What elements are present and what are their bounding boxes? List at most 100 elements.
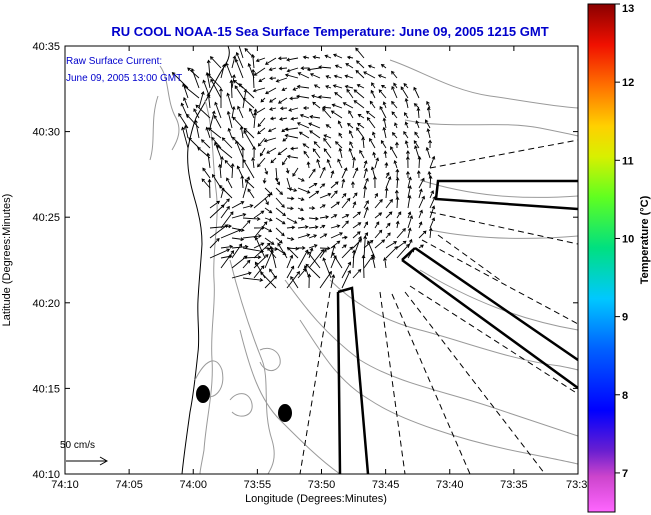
current-vector [302,143,310,149]
current-vector [330,224,341,229]
current-vector [337,158,343,169]
current-vector [429,217,436,229]
colorbar-tick-label: 12 [622,77,634,89]
current-vector [200,139,211,149]
current-vector [407,194,412,209]
current-vector [282,157,288,166]
current-vector [393,159,398,169]
current-vector [190,67,200,89]
scale-label: 50 cm/s [60,440,95,451]
current-vector [229,79,234,99]
current-vector [330,110,343,119]
current-vector [309,73,321,79]
current-vector [205,126,211,139]
current-vector [298,131,310,139]
current-vector [356,84,365,89]
current-vector [308,168,316,179]
x-tick-label: 73:40 [436,479,464,491]
current-vector [289,96,299,101]
current-vector [390,146,398,159]
current-vector [341,197,351,209]
current-vector [231,255,248,269]
current-vector [374,198,383,209]
current-vector [346,88,354,99]
current-vector [290,116,299,121]
current-vector [383,257,387,269]
current-vector [352,211,361,219]
current-vector [305,263,321,279]
current-vector [404,112,409,119]
current-vector [385,241,398,249]
current-vector [253,108,258,129]
current-vector [286,67,299,73]
current-vector [308,247,314,259]
current-vector [426,128,431,139]
current-vector [330,214,338,219]
y-tick-label: 40:35 [32,41,60,53]
current-vector [319,270,332,289]
current-vector [253,67,266,76]
current-vector [264,227,273,233]
current-vector [355,47,365,59]
y-tick-label: 40:30 [32,127,60,139]
current-vector [264,167,269,175]
current-vector [330,232,343,239]
current-vector [253,193,271,209]
current-vector [257,117,266,128]
current-vector [244,179,255,189]
current-vector [395,220,400,229]
current-vector [302,106,309,110]
current-vector [209,200,221,209]
colorbar-gradient [587,3,616,513]
current-vector [309,114,321,119]
current-vector [326,158,332,169]
current-vector [286,196,295,201]
current-vector [257,127,266,135]
current-vector [330,190,338,199]
current-vector [363,200,369,209]
current-vector [418,244,424,249]
current-vector [338,147,343,159]
current-vector [312,55,321,60]
current-vector [279,106,288,111]
current-vector [292,87,299,91]
current-vector [210,78,222,99]
current-vector [351,181,355,189]
current-vector [396,227,406,239]
current-vector [275,177,281,186]
current-vector [373,175,377,189]
current-vector [207,73,222,89]
current-vector [282,137,288,142]
current-vector [257,137,266,147]
current-vector [254,236,266,259]
current-vector [240,175,245,189]
current-vector [371,82,376,89]
current-vector [331,251,343,269]
current-vector [239,126,244,139]
current-vector [220,250,235,269]
current-vector [297,216,305,221]
current-vector [426,106,431,119]
current-vector [286,217,298,224]
current-vector [214,101,222,119]
current-vector [342,102,354,109]
current-vector [404,121,409,129]
current-vector [308,206,316,210]
current-vector [341,214,350,219]
transect-boxes [336,179,578,474]
current-vector [297,207,304,212]
current-vector [281,127,288,133]
current-vector [206,152,211,169]
current-vector [407,248,414,259]
current-vector [380,63,387,69]
current-vector [319,233,328,239]
current-vector [209,224,232,229]
current-vector [235,51,244,69]
current-vector [428,227,433,239]
current-vector [188,137,200,149]
current-vector [396,211,402,219]
current-vector [193,108,200,119]
current-vector [334,64,343,69]
current-vector [277,147,288,156]
current-vector [363,235,368,259]
